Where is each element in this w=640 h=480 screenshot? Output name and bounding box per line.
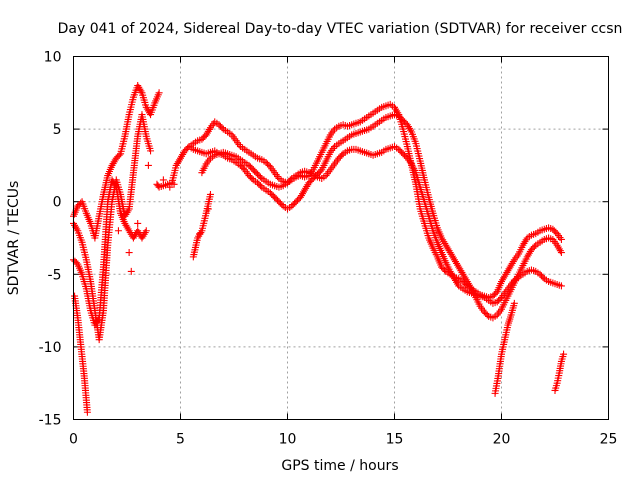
y-tick-label: -15 — [39, 413, 62, 429]
data-point — [316, 167, 324, 175]
data-point — [539, 273, 547, 281]
data-point — [125, 249, 133, 257]
data-point — [142, 227, 150, 235]
data-point — [114, 227, 122, 235]
data-point — [206, 190, 214, 198]
chart-title: Day 041 of 2024, Sidereal Day-to-day VTE… — [58, 21, 623, 37]
data-point — [557, 249, 565, 257]
y-tick-label: 5 — [53, 122, 62, 138]
x-tick-labels: 0 5 10 15 20 25 — [69, 432, 617, 448]
data-point — [127, 267, 135, 275]
data-point — [166, 183, 174, 191]
y-tick-label: -5 — [48, 267, 62, 283]
data-point — [483, 311, 491, 319]
x-tick-label: 0 — [69, 432, 78, 448]
data-point — [278, 201, 286, 209]
x-tick-label: 20 — [493, 432, 511, 448]
data-point — [204, 205, 212, 213]
data-points — [70, 82, 568, 416]
data-point — [286, 176, 294, 184]
data-point — [134, 219, 142, 227]
data-point — [560, 350, 568, 358]
data-point — [83, 408, 91, 416]
y-axis-title: SDTVAR / TECUs — [6, 181, 22, 296]
data-point — [256, 182, 264, 190]
data-point — [248, 174, 256, 182]
x-axis-title: GPS time / hours — [281, 458, 398, 474]
data-point — [530, 243, 538, 251]
data-point — [115, 151, 123, 159]
data-point — [155, 89, 163, 97]
y-tick-label: -10 — [39, 340, 62, 356]
data-point — [218, 124, 226, 132]
data-point — [159, 176, 167, 184]
y-tick-labels: -15 -10 -5 0 5 10 — [39, 50, 62, 429]
data-point — [170, 180, 178, 188]
data-point — [144, 161, 152, 169]
x-tick-label: 5 — [176, 432, 185, 448]
y-tick-label: 10 — [44, 50, 62, 66]
data-point — [147, 147, 155, 155]
data-point — [196, 230, 204, 238]
data-point — [338, 151, 346, 159]
data-point — [510, 299, 518, 307]
x-tick-label: 15 — [386, 432, 404, 448]
x-tick-label: 10 — [279, 432, 297, 448]
plot-frame — [73, 56, 609, 420]
data-point — [256, 173, 264, 181]
data-point — [557, 282, 565, 290]
data-point — [557, 235, 565, 243]
y-tick-label: 0 — [53, 195, 62, 211]
data-point — [440, 266, 448, 274]
x-tick-label: 25 — [600, 432, 618, 448]
